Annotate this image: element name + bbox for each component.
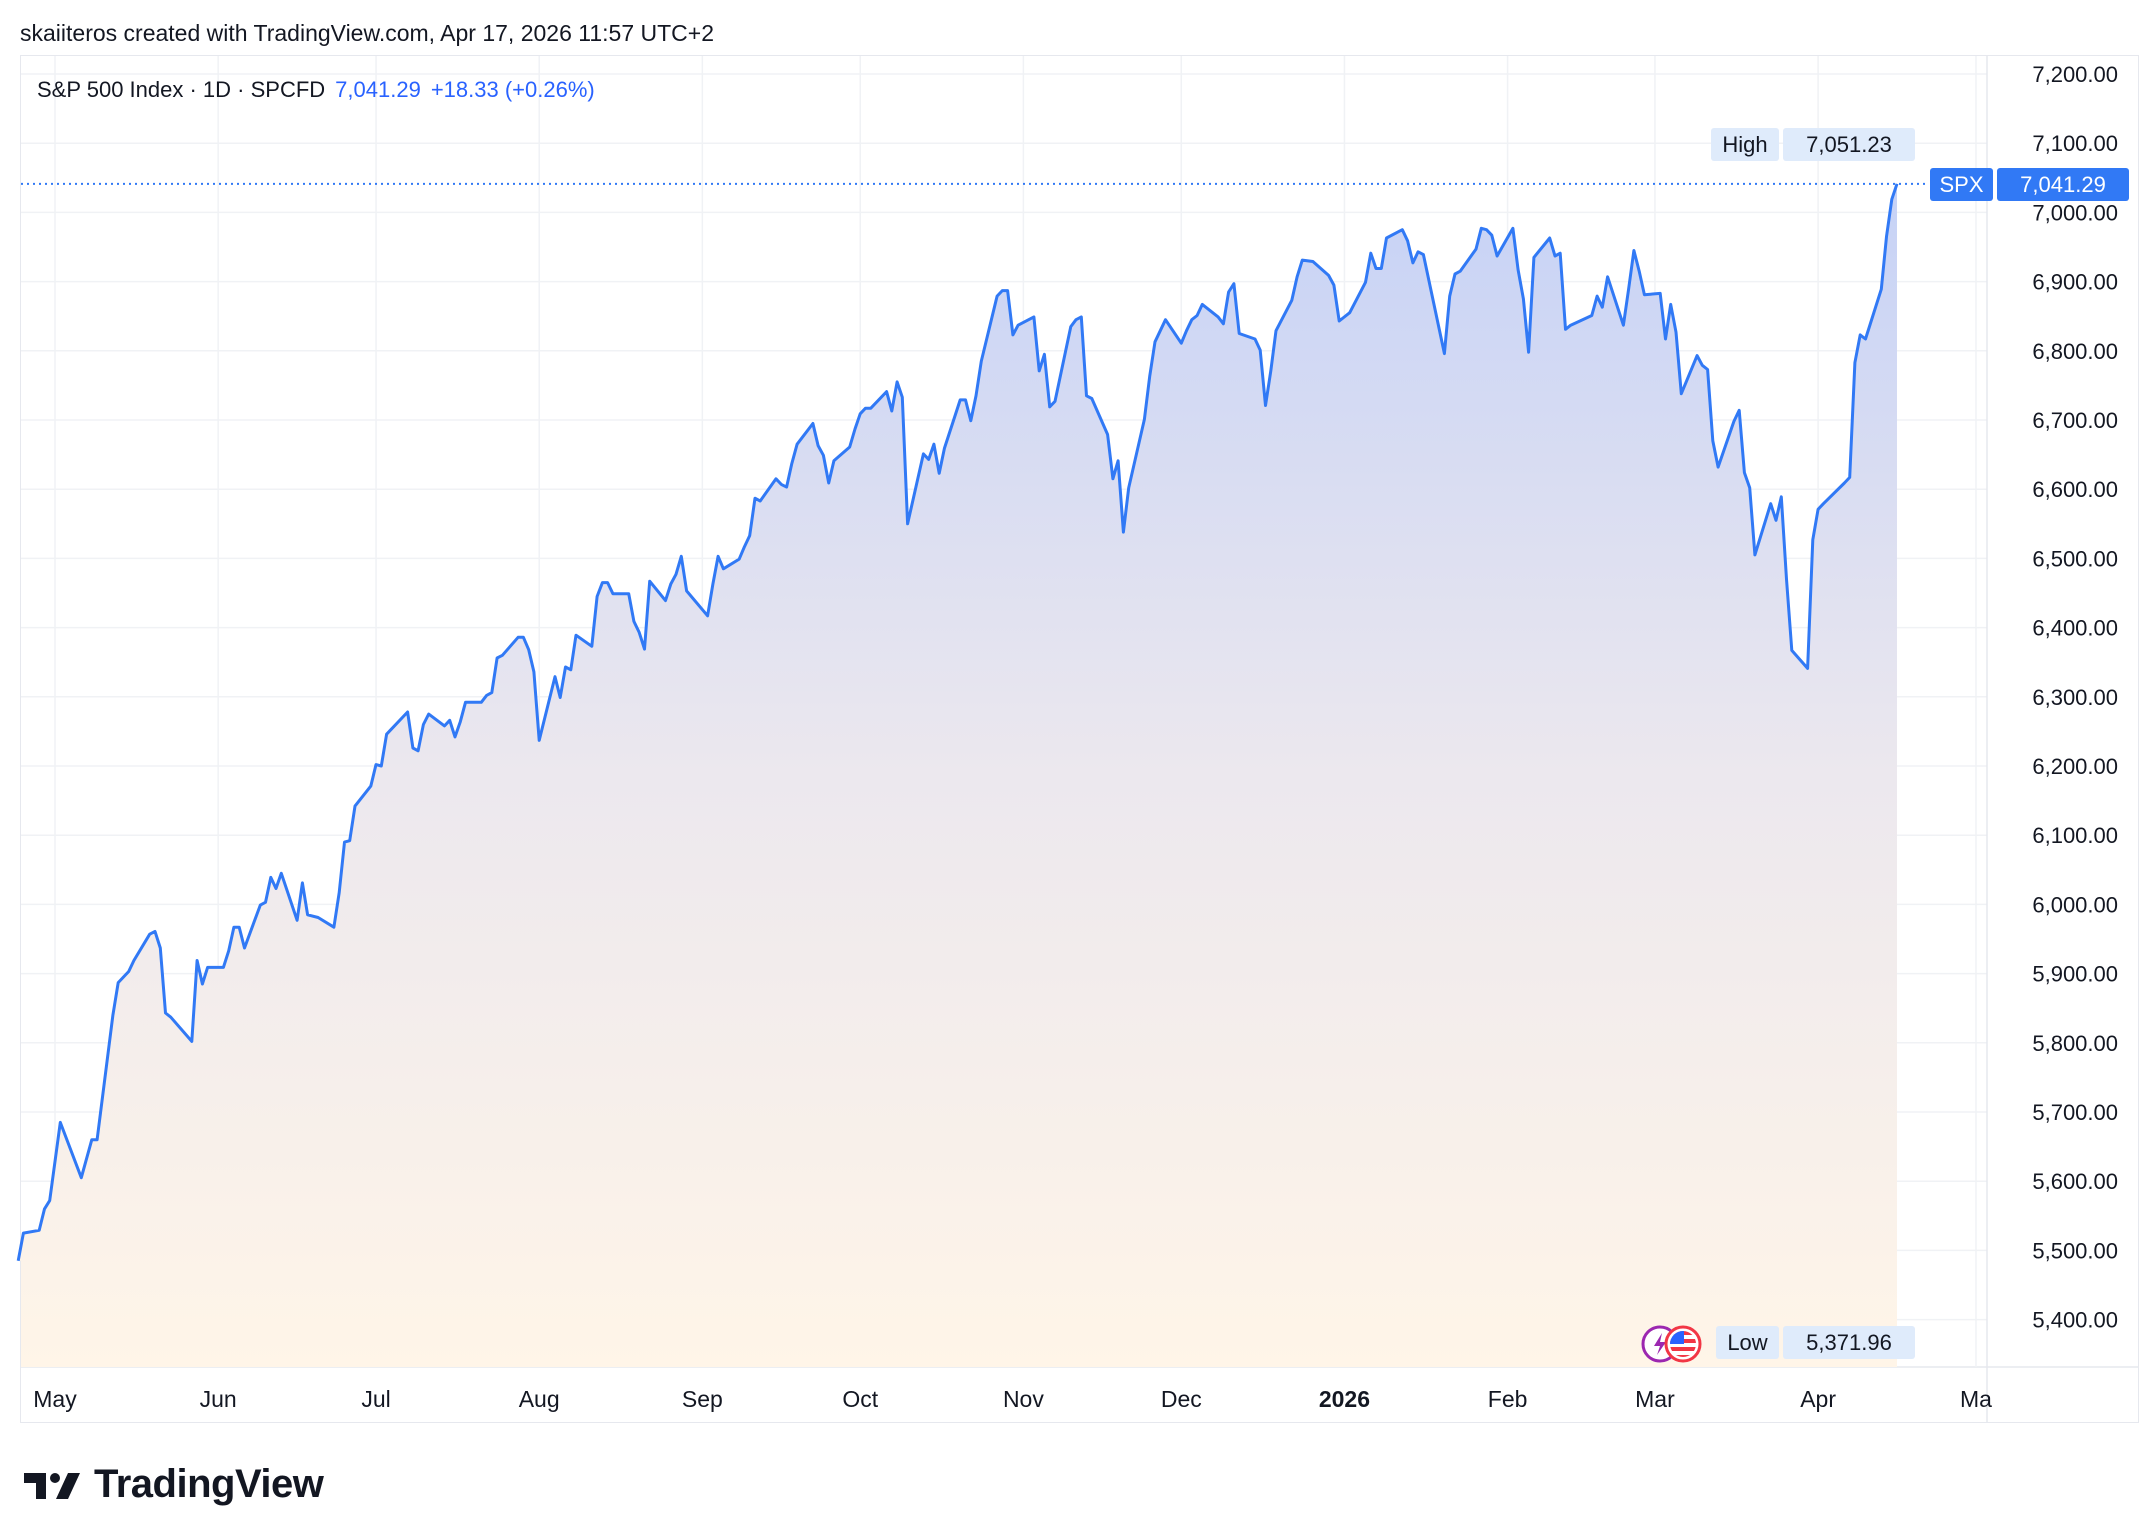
price-line[interactable] — [16, 183, 1899, 1262]
y-tick-label: 6,800.00 — [2032, 339, 2118, 364]
logo-text: TradingView — [94, 1462, 324, 1506]
x-tick-label: Mar — [1635, 1386, 1675, 1412]
symbol-title: S&P 500 Index · 1D · SPCFD — [37, 77, 326, 102]
symbol-legend[interactable]: S&P 500 Index · 1D · SPCFD 7,041.29 +18.33… — [37, 77, 595, 103]
x-tick-label: Jun — [200, 1386, 237, 1412]
x-tick-label: Feb — [1488, 1386, 1528, 1412]
last-value: 7,041.29 — [1997, 168, 2129, 201]
y-tick-label: 6,100.00 — [2032, 823, 2118, 848]
y-tick-label: 5,400.00 — [2032, 1308, 2118, 1333]
y-tick-label: 6,400.00 — [2032, 616, 2118, 641]
x-tick-label: 2026 — [1319, 1386, 1370, 1412]
price-area-fill — [18, 183, 1898, 1367]
y-tick-label: 6,700.00 — [2032, 408, 2118, 433]
us-flag-icon[interactable] — [1664, 1325, 1702, 1363]
chart-frame — [20, 55, 2139, 1423]
y-tick-label: 6,300.00 — [2032, 685, 2118, 710]
chart-credit: skaiiteros created with TradingView.com,… — [20, 20, 714, 46]
high-value: 7,051.23 — [1783, 128, 1915, 161]
y-tick-label: 5,600.00 — [2032, 1169, 2118, 1194]
y-tick-label: 7,000.00 — [2032, 200, 2118, 225]
y-tick-label: 6,900.00 — [2032, 270, 2118, 295]
y-tick-label: 6,500.00 — [2032, 546, 2118, 571]
y-tick-label: 5,500.00 — [2032, 1238, 2118, 1263]
y-tick-label: 5,700.00 — [2032, 1100, 2118, 1125]
x-tick-label: Oct — [842, 1386, 878, 1412]
low-value: 5,371.96 — [1783, 1326, 1915, 1359]
price-change: +18.33 (+0.26%) — [430, 77, 595, 102]
y-tick-label: 6,600.00 — [2032, 477, 2118, 502]
y-tick-label: 7,100.00 — [2032, 131, 2118, 156]
high-label: High — [1711, 128, 1779, 161]
x-axis: May Jun Jul Aug Sep Oct Nov Dec 2026 Feb Mar Apr Ma — [33, 1386, 1992, 1412]
x-tick-label: Apr — [1800, 1386, 1836, 1412]
y-tick-label: 6,200.00 — [2032, 754, 2118, 779]
y-axis: 5,400.00 5,500.00 5,600.00 5,700.00 5,800.00… — [2032, 62, 2118, 1333]
x-tick-label: Nov — [1003, 1386, 1044, 1412]
y-tick-label: 5,900.00 — [2032, 962, 2118, 987]
y-tick-label: 6,000.00 — [2032, 892, 2118, 917]
low-label: Low — [1716, 1326, 1779, 1359]
x-tick-label: Aug — [519, 1386, 560, 1412]
x-tick-label: Jul — [361, 1386, 390, 1412]
tradingview-logo-icon — [24, 1472, 80, 1499]
y-tick-label: 5,800.00 — [2032, 1031, 2118, 1056]
y-tick-label: 7,200.00 — [2032, 62, 2118, 87]
x-tick-label: Dec — [1161, 1386, 1202, 1412]
tradingview-logo[interactable]: TradingView — [24, 1462, 324, 1507]
last-label: SPX — [1930, 168, 1993, 201]
event-icons[interactable] — [1640, 1324, 1710, 1364]
x-tick-label: May — [33, 1386, 77, 1412]
x-tick-label: Ma — [1960, 1386, 1992, 1412]
x-tick-label: Sep — [682, 1386, 723, 1412]
last-price: 7,041.29 — [335, 77, 421, 102]
